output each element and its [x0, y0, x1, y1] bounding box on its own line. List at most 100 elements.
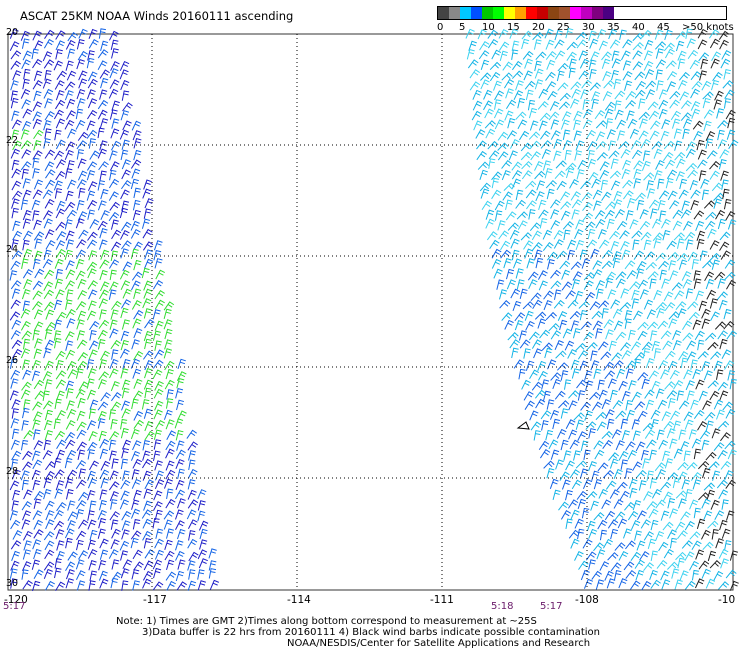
- wind-barb: [634, 530, 642, 541]
- wind-barb: [713, 442, 725, 451]
- wind-barb: [99, 289, 109, 300]
- wind-barb: [621, 390, 631, 402]
- wind-barb: [78, 70, 88, 81]
- wind-barb: [720, 250, 731, 260]
- wind-barb: [520, 151, 532, 161]
- wind-barb: [31, 469, 41, 480]
- wind-barb: [611, 429, 622, 439]
- wind-barb: [542, 242, 554, 251]
- wind-barb: [120, 418, 128, 430]
- wind-barb: [486, 231, 498, 241]
- wind-barb: [493, 80, 502, 91]
- wind-barb: [153, 439, 162, 450]
- wind-barb: [561, 281, 573, 291]
- wind-barb: [571, 88, 581, 99]
- wind-barb: [130, 508, 141, 519]
- wind-barb: [10, 418, 20, 429]
- wind-barb: [584, 291, 596, 302]
- wind-barb: [724, 89, 735, 99]
- wind-barb: [725, 109, 736, 120]
- wind-barb: [11, 288, 21, 299]
- wind-barb: [685, 141, 696, 151]
- wind-barb: [674, 151, 686, 161]
- wind-barb: [121, 379, 131, 390]
- wind-barb: [574, 290, 584, 302]
- wind-barb: [44, 360, 54, 371]
- wind-barb: [658, 439, 669, 450]
- wind-barb: [647, 101, 659, 111]
- wind-barb: [497, 142, 509, 151]
- wind-barb: [605, 409, 615, 420]
- wind-barb: [66, 70, 77, 81]
- wind-barb: [43, 439, 52, 451]
- wind-barb: [121, 529, 130, 540]
- wind-barb: [76, 149, 84, 160]
- wind-barb: [702, 260, 714, 269]
- wind-barb: [32, 459, 43, 470]
- wind-barb: [88, 349, 98, 360]
- wind-barb: [34, 338, 43, 349]
- wind-barb: [487, 140, 499, 150]
- wind-barb: [702, 97, 711, 109]
- wind-barb: [111, 528, 121, 539]
- wind-barb: [33, 411, 43, 422]
- note-line-2: 3)Data buffer is 22 hrs from 20160111 4)…: [142, 627, 600, 638]
- wind-barb: [545, 39, 555, 50]
- wind-barb: [43, 38, 54, 49]
- wind-barb: [176, 371, 187, 381]
- wind-barb: [53, 180, 63, 191]
- wind-barb: [76, 179, 87, 189]
- wind-barb: [65, 349, 76, 360]
- wind-barb: [709, 160, 721, 170]
- wind-barb: [597, 519, 608, 530]
- wind-barb: [54, 80, 65, 90]
- wind-barb: [580, 180, 591, 190]
- wind-barb: [32, 210, 40, 221]
- wind-barb: [43, 59, 55, 69]
- wind-barb: [22, 580, 33, 590]
- wind-barb: [620, 342, 631, 351]
- wind-barb: [33, 321, 44, 332]
- wind-barb: [132, 318, 142, 329]
- wind-barb: [613, 499, 624, 509]
- wind-barb: [56, 550, 65, 562]
- wind-barb: [541, 420, 549, 431]
- wind-barb: [662, 151, 674, 162]
- wind-barb: [711, 259, 720, 270]
- wind-barb: [539, 112, 551, 122]
- wind-barb: [641, 580, 652, 591]
- wind-barb: [560, 408, 569, 419]
- wind-barb: [571, 199, 583, 209]
- wind-barb: [710, 351, 722, 360]
- wind-barb: [525, 180, 537, 189]
- wind-barb: [501, 159, 512, 169]
- wind-barb: [581, 191, 593, 201]
- wind-barb: [44, 269, 55, 280]
- wind-barb: [119, 60, 130, 71]
- legend-swatch: [515, 7, 526, 19]
- wind-barb: [712, 470, 721, 481]
- wind-barb: [702, 541, 714, 551]
- wind-barb: [628, 380, 637, 391]
- wind-barb: [616, 119, 627, 130]
- wind-barb: [32, 111, 42, 122]
- wind-barb: [548, 111, 560, 121]
- wind-barb: [66, 408, 77, 419]
- wind-barb: [692, 479, 701, 490]
- wind-barb: [97, 410, 107, 421]
- wind-barb: [580, 569, 590, 581]
- wind-barb: [524, 80, 536, 90]
- legend-swatch: [460, 7, 471, 19]
- wind-barb: [663, 140, 675, 150]
- wind-barb: [655, 159, 665, 170]
- wind-barb: [108, 481, 120, 491]
- wind-barb: [614, 109, 624, 120]
- wind-barb: [10, 439, 20, 450]
- wind-barb: [21, 120, 32, 131]
- wind-barb: [632, 461, 643, 471]
- wind-barb: [500, 240, 511, 251]
- wind-barb: [574, 518, 584, 529]
- wind-barb: [165, 440, 176, 451]
- wind-barb: [685, 28, 693, 39]
- wind-barb: [477, 161, 489, 170]
